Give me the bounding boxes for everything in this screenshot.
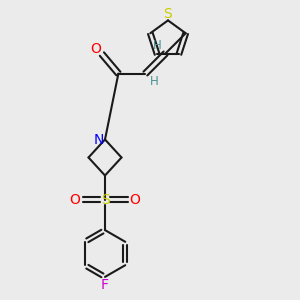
- Text: S: S: [100, 193, 109, 206]
- Text: O: O: [130, 193, 140, 206]
- Text: H: H: [153, 38, 161, 52]
- Text: F: F: [101, 278, 109, 292]
- Text: N: N: [93, 133, 103, 146]
- Text: O: O: [90, 42, 101, 56]
- Text: H: H: [149, 76, 158, 88]
- Text: S: S: [164, 8, 172, 21]
- Text: O: O: [70, 193, 80, 206]
